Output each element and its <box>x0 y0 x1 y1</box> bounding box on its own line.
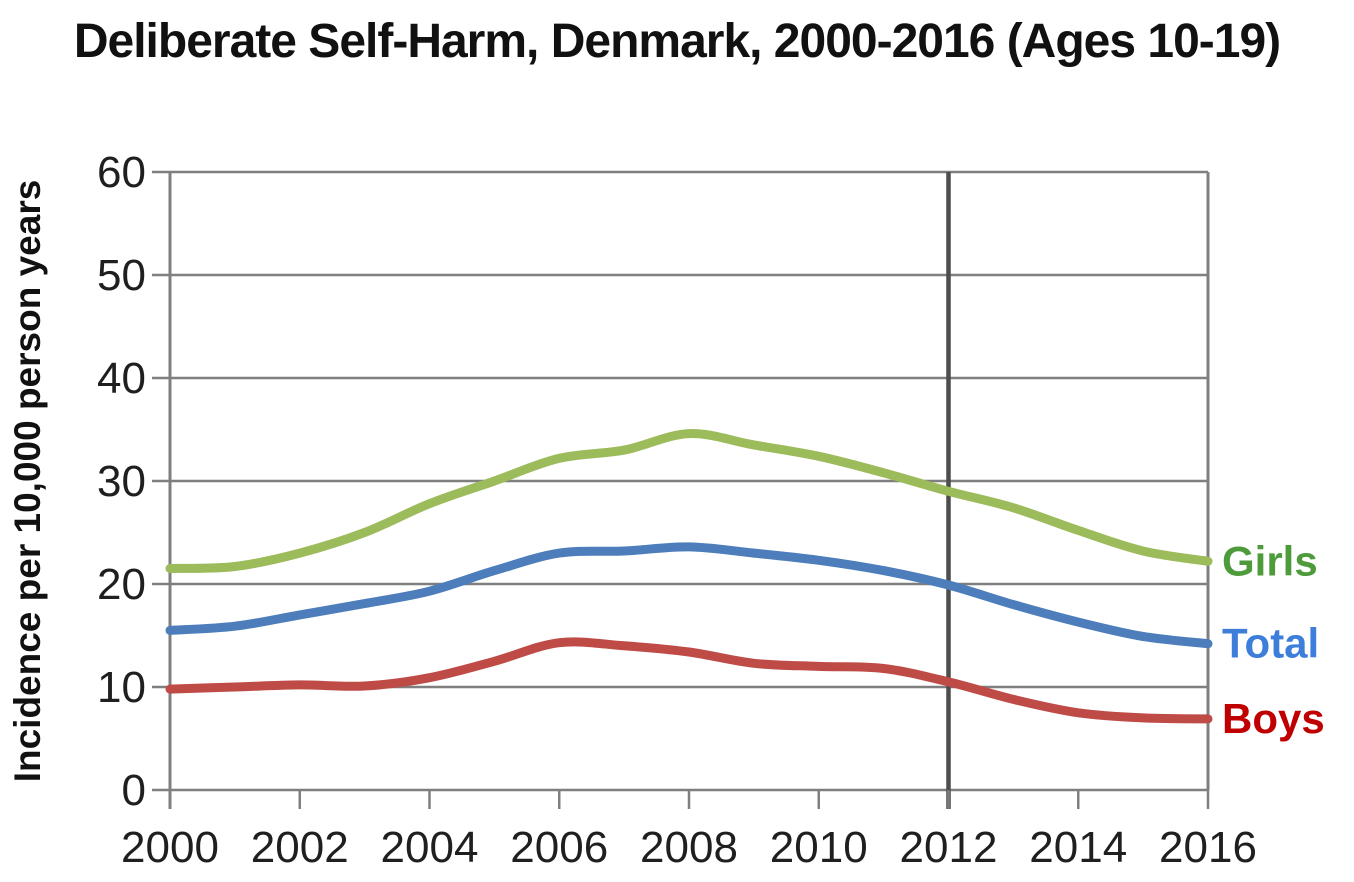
x-tick-label: 2010 <box>770 823 868 872</box>
y-tick-label: 60 <box>97 148 146 197</box>
series-label-girls: Girls <box>1222 537 1318 584</box>
axis-layer <box>152 170 1210 809</box>
series-layer <box>165 429 1213 724</box>
x-tick-label: 2002 <box>251 823 349 872</box>
series-line-boys <box>165 637 1213 724</box>
y-axis-title: Incidence per 10,000 person years <box>7 180 48 783</box>
y-tick-label: 40 <box>97 354 146 403</box>
y-tick-label: 10 <box>97 663 146 712</box>
y-tick-label: 50 <box>97 251 146 300</box>
series-line-girls <box>165 429 1213 573</box>
x-tick-label: 2004 <box>381 823 479 872</box>
y-tick-label: 0 <box>122 766 146 815</box>
x-tick-label: 2016 <box>1159 823 1257 872</box>
x-tick-label: 2000 <box>121 823 219 872</box>
series-line-total <box>165 542 1213 649</box>
x-tick-label: 2008 <box>640 823 738 872</box>
grid-layer <box>170 170 1208 792</box>
series-label-boys: Boys <box>1222 695 1325 742</box>
x-tick-label: 2012 <box>900 823 998 872</box>
y-tick-label: 20 <box>97 560 146 609</box>
label-layer: 0 10 20 30 40 50 60 2000 2002 2004 2006 2008 2010 201… <box>97 148 1325 872</box>
chart-title: Deliberate Self-Harm, Denmark, 2000-2016… <box>73 15 1281 68</box>
y-tick-label: 30 <box>97 457 146 506</box>
x-tick-label: 2014 <box>1029 823 1127 872</box>
series-label-total: Total <box>1222 620 1319 667</box>
x-tick-label: 2006 <box>510 823 608 872</box>
